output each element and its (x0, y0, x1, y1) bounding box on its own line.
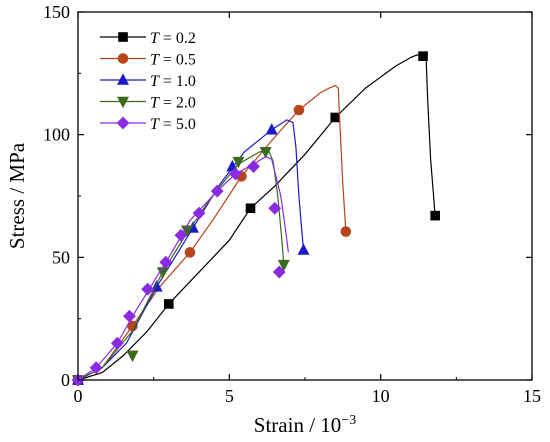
legend-label: T = 2.0 (150, 95, 196, 112)
data-point (265, 123, 278, 135)
x-tick-label: 0 (74, 386, 83, 406)
legend-variable: T (150, 116, 160, 133)
legend-marker (118, 32, 128, 42)
y-tick-label: 150 (43, 2, 70, 22)
series-t-5.0 (71, 156, 289, 387)
data-point (259, 147, 272, 159)
data-point (174, 228, 188, 242)
legend-label: T = 5.0 (150, 116, 196, 133)
legend-variable: T (150, 52, 160, 69)
legend-marker (117, 53, 129, 64)
legend-label: T = 0.5 (150, 52, 196, 69)
x-tick-label: 15 (523, 386, 541, 406)
data-point (430, 210, 440, 221)
legend-variable: T (150, 95, 160, 112)
data-point (164, 299, 174, 309)
data-point (418, 51, 428, 61)
legend-marker (117, 73, 129, 85)
data-point (232, 156, 245, 169)
x-axis-title-exponent: −3 (341, 413, 356, 428)
series-line (77, 84, 347, 381)
legend-marker (116, 116, 130, 130)
data-point (297, 243, 310, 255)
data-point (210, 184, 224, 198)
series-line (77, 149, 285, 381)
x-axis-title: Strain / 10−3 (254, 413, 356, 437)
plot-frame (77, 11, 533, 381)
data-point (228, 167, 242, 181)
data-point (110, 336, 124, 350)
y-tick-label: 0 (61, 370, 70, 390)
data-point (277, 259, 290, 272)
legend-value: = 5.0 (159, 116, 196, 133)
data-point (340, 226, 352, 237)
data-point (192, 206, 206, 220)
data-point (245, 203, 256, 214)
data-point (184, 247, 196, 258)
y-axis-title: Stress / MPa (5, 142, 29, 249)
data-point (141, 282, 155, 296)
x-tick-label: 5 (225, 386, 234, 406)
legend-marker (117, 96, 129, 109)
legend-value: = 0.5 (159, 52, 196, 69)
data-point (330, 112, 341, 123)
x-tick-label: 10 (372, 386, 390, 406)
data-point (159, 255, 173, 269)
legend-value: = 1.0 (159, 73, 196, 90)
legend-variable: T (150, 73, 160, 90)
series-layer (71, 51, 440, 387)
series-line (77, 119, 305, 381)
legend-variable: T (150, 30, 160, 47)
legend-value: = 0.2 (159, 30, 196, 47)
data-point (89, 361, 103, 375)
data-point (247, 160, 260, 173)
series-line (77, 156, 289, 381)
series-t-2.0 (72, 147, 290, 387)
legend-label: T = 0.2 (150, 30, 196, 47)
legend-label: T = 1.0 (150, 73, 196, 90)
x-axis-title-text: Strain / 10 (254, 413, 342, 437)
legend-value: = 2.0 (159, 95, 196, 112)
data-point (123, 309, 136, 323)
y-tick-label: 50 (52, 247, 70, 267)
legend: T = 0.2T = 0.5T = 1.0T = 2.0T = 5.0 (100, 30, 196, 133)
plot-border (77, 11, 533, 381)
data-point (293, 104, 305, 116)
y-tick-label: 100 (43, 125, 70, 145)
data-point (272, 265, 286, 279)
data-point (268, 201, 282, 215)
data-point (126, 350, 139, 363)
